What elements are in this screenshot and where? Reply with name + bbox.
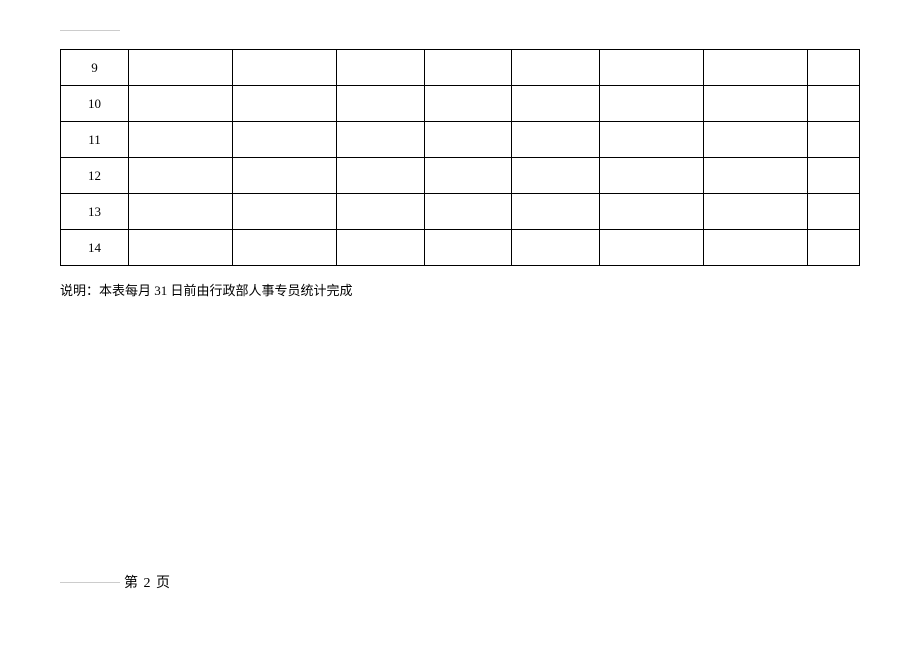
table-row: 10 (61, 86, 860, 122)
table-row: 9 (61, 50, 860, 86)
table-cell (512, 194, 600, 230)
table-cell (512, 122, 600, 158)
table-cell (600, 86, 704, 122)
table-cell (704, 194, 808, 230)
table-cell (232, 86, 336, 122)
table-cell (512, 50, 600, 86)
table-cell (128, 50, 232, 86)
table-cell (600, 230, 704, 266)
table-cell (600, 122, 704, 158)
top-horizontal-rule (60, 30, 120, 31)
table-cell (336, 86, 424, 122)
table-cell (424, 122, 512, 158)
table-cell (336, 194, 424, 230)
data-table: 9 10 11 (60, 49, 860, 266)
table-cell (704, 158, 808, 194)
table-cell: 13 (61, 194, 129, 230)
table-cell (424, 86, 512, 122)
table-cell (807, 50, 859, 86)
table-cell (424, 50, 512, 86)
table-cell (128, 194, 232, 230)
table-cell (512, 158, 600, 194)
table-cell (424, 194, 512, 230)
footer-horizontal-rule (60, 582, 120, 583)
table-row: 13 (61, 194, 860, 230)
table-cell (232, 230, 336, 266)
table-cell: 12 (61, 158, 129, 194)
table-cell (704, 230, 808, 266)
table-cell (807, 86, 859, 122)
table-cell (600, 50, 704, 86)
table-cell (807, 158, 859, 194)
table-cell: 14 (61, 230, 129, 266)
table-cell (424, 230, 512, 266)
page-number: 第 2 页 (124, 572, 171, 592)
table-cell (336, 122, 424, 158)
table-cell: 11 (61, 122, 129, 158)
table-cell (704, 86, 808, 122)
table-cell (128, 158, 232, 194)
table-cell: 10 (61, 86, 129, 122)
table-cell (232, 122, 336, 158)
table-cell (336, 230, 424, 266)
table-cell (232, 194, 336, 230)
table-cell (704, 50, 808, 86)
table-cell (128, 86, 232, 122)
table-cell (336, 50, 424, 86)
table-cell (336, 158, 424, 194)
table-row: 12 (61, 158, 860, 194)
table-cell (512, 86, 600, 122)
table-cell (128, 122, 232, 158)
table-cell (807, 122, 859, 158)
table-cell (807, 194, 859, 230)
table-cell (424, 158, 512, 194)
table-row: 14 (61, 230, 860, 266)
table-cell (232, 158, 336, 194)
table-cell (704, 122, 808, 158)
table-cell (512, 230, 600, 266)
table-cell (600, 158, 704, 194)
page-footer: 第 2 页 (60, 572, 171, 592)
note-text: 说明：本表每月 31 日前由行政部人事专员统计完成 (60, 280, 860, 299)
page-content: 9 10 11 (0, 0, 920, 299)
table-cell (600, 194, 704, 230)
table-cell (807, 230, 859, 266)
table-cell (232, 50, 336, 86)
table-cell (128, 230, 232, 266)
table-cell: 9 (61, 50, 129, 86)
table-row: 11 (61, 122, 860, 158)
